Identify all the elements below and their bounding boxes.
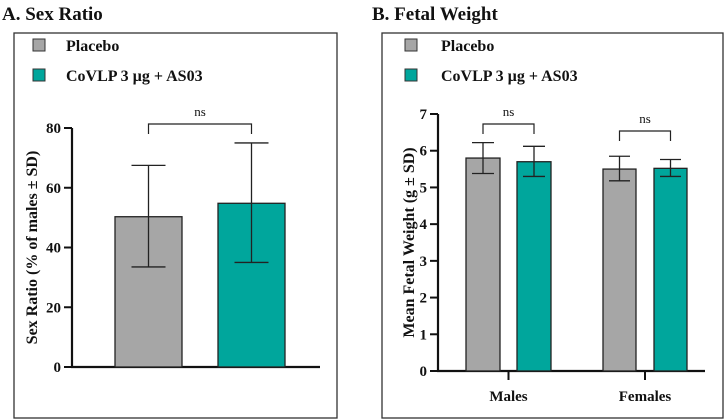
significance-label: ns <box>639 111 651 126</box>
x-tick-label: Females <box>619 389 672 405</box>
significance-bracket <box>147 123 253 134</box>
chart-title: A. Sex Ratio <box>2 4 103 25</box>
y-axis-label: Sex Ratio (% of males ± SD) <box>24 151 41 345</box>
legend-label: Placebo <box>441 38 494 55</box>
bar <box>465 157 501 372</box>
bar <box>516 161 552 372</box>
y-tick-label: 5 <box>420 180 428 196</box>
y-tick-label: 6 <box>420 144 428 160</box>
significance-label: ns <box>503 104 515 119</box>
legend-swatch <box>404 38 418 52</box>
chart-title: B. Fetal Weight <box>372 4 498 25</box>
legend-label: CoVLP 3 µg + AS03 <box>66 68 203 85</box>
legend-swatch <box>32 68 46 82</box>
y-tick-label: 20 <box>46 300 61 316</box>
bar <box>653 167 688 372</box>
chart-panel-b: B. Fetal Weight Placebo CoVLP 3 µg + AS03 0… <box>372 4 724 419</box>
legend-label: CoVLP 3 µg + AS03 <box>441 68 578 85</box>
significance-bracket <box>618 130 672 141</box>
y-tick-label: 1 <box>420 327 428 343</box>
chart-panel-a: A. Sex Ratio Placebo CoVLP 3 µg + AS03 0 20 4… <box>2 4 338 419</box>
significance-bracket <box>482 123 535 134</box>
y-axis-label: Mean Fetal Weight (g ± SD) <box>401 147 418 337</box>
panel-frame <box>381 32 724 419</box>
legend-label: Placebo <box>66 38 119 55</box>
x-tick-label: Males <box>489 389 527 405</box>
legend-swatch <box>32 38 46 52</box>
y-tick-label: 4 <box>420 217 428 233</box>
bar <box>602 168 637 372</box>
legend-swatch <box>404 68 418 82</box>
y-tick-label: 3 <box>420 254 428 270</box>
y-tick-label: 7 <box>420 107 428 123</box>
significance-label: ns <box>194 104 206 119</box>
y-tick-label: 80 <box>46 121 61 137</box>
y-tick-label: 60 <box>46 181 61 197</box>
y-tick-label: 40 <box>46 241 61 257</box>
panel-frame <box>13 32 338 419</box>
y-tick-label: 0 <box>420 364 428 380</box>
y-tick-label: 0 <box>54 360 62 376</box>
y-tick-label: 2 <box>420 291 428 307</box>
